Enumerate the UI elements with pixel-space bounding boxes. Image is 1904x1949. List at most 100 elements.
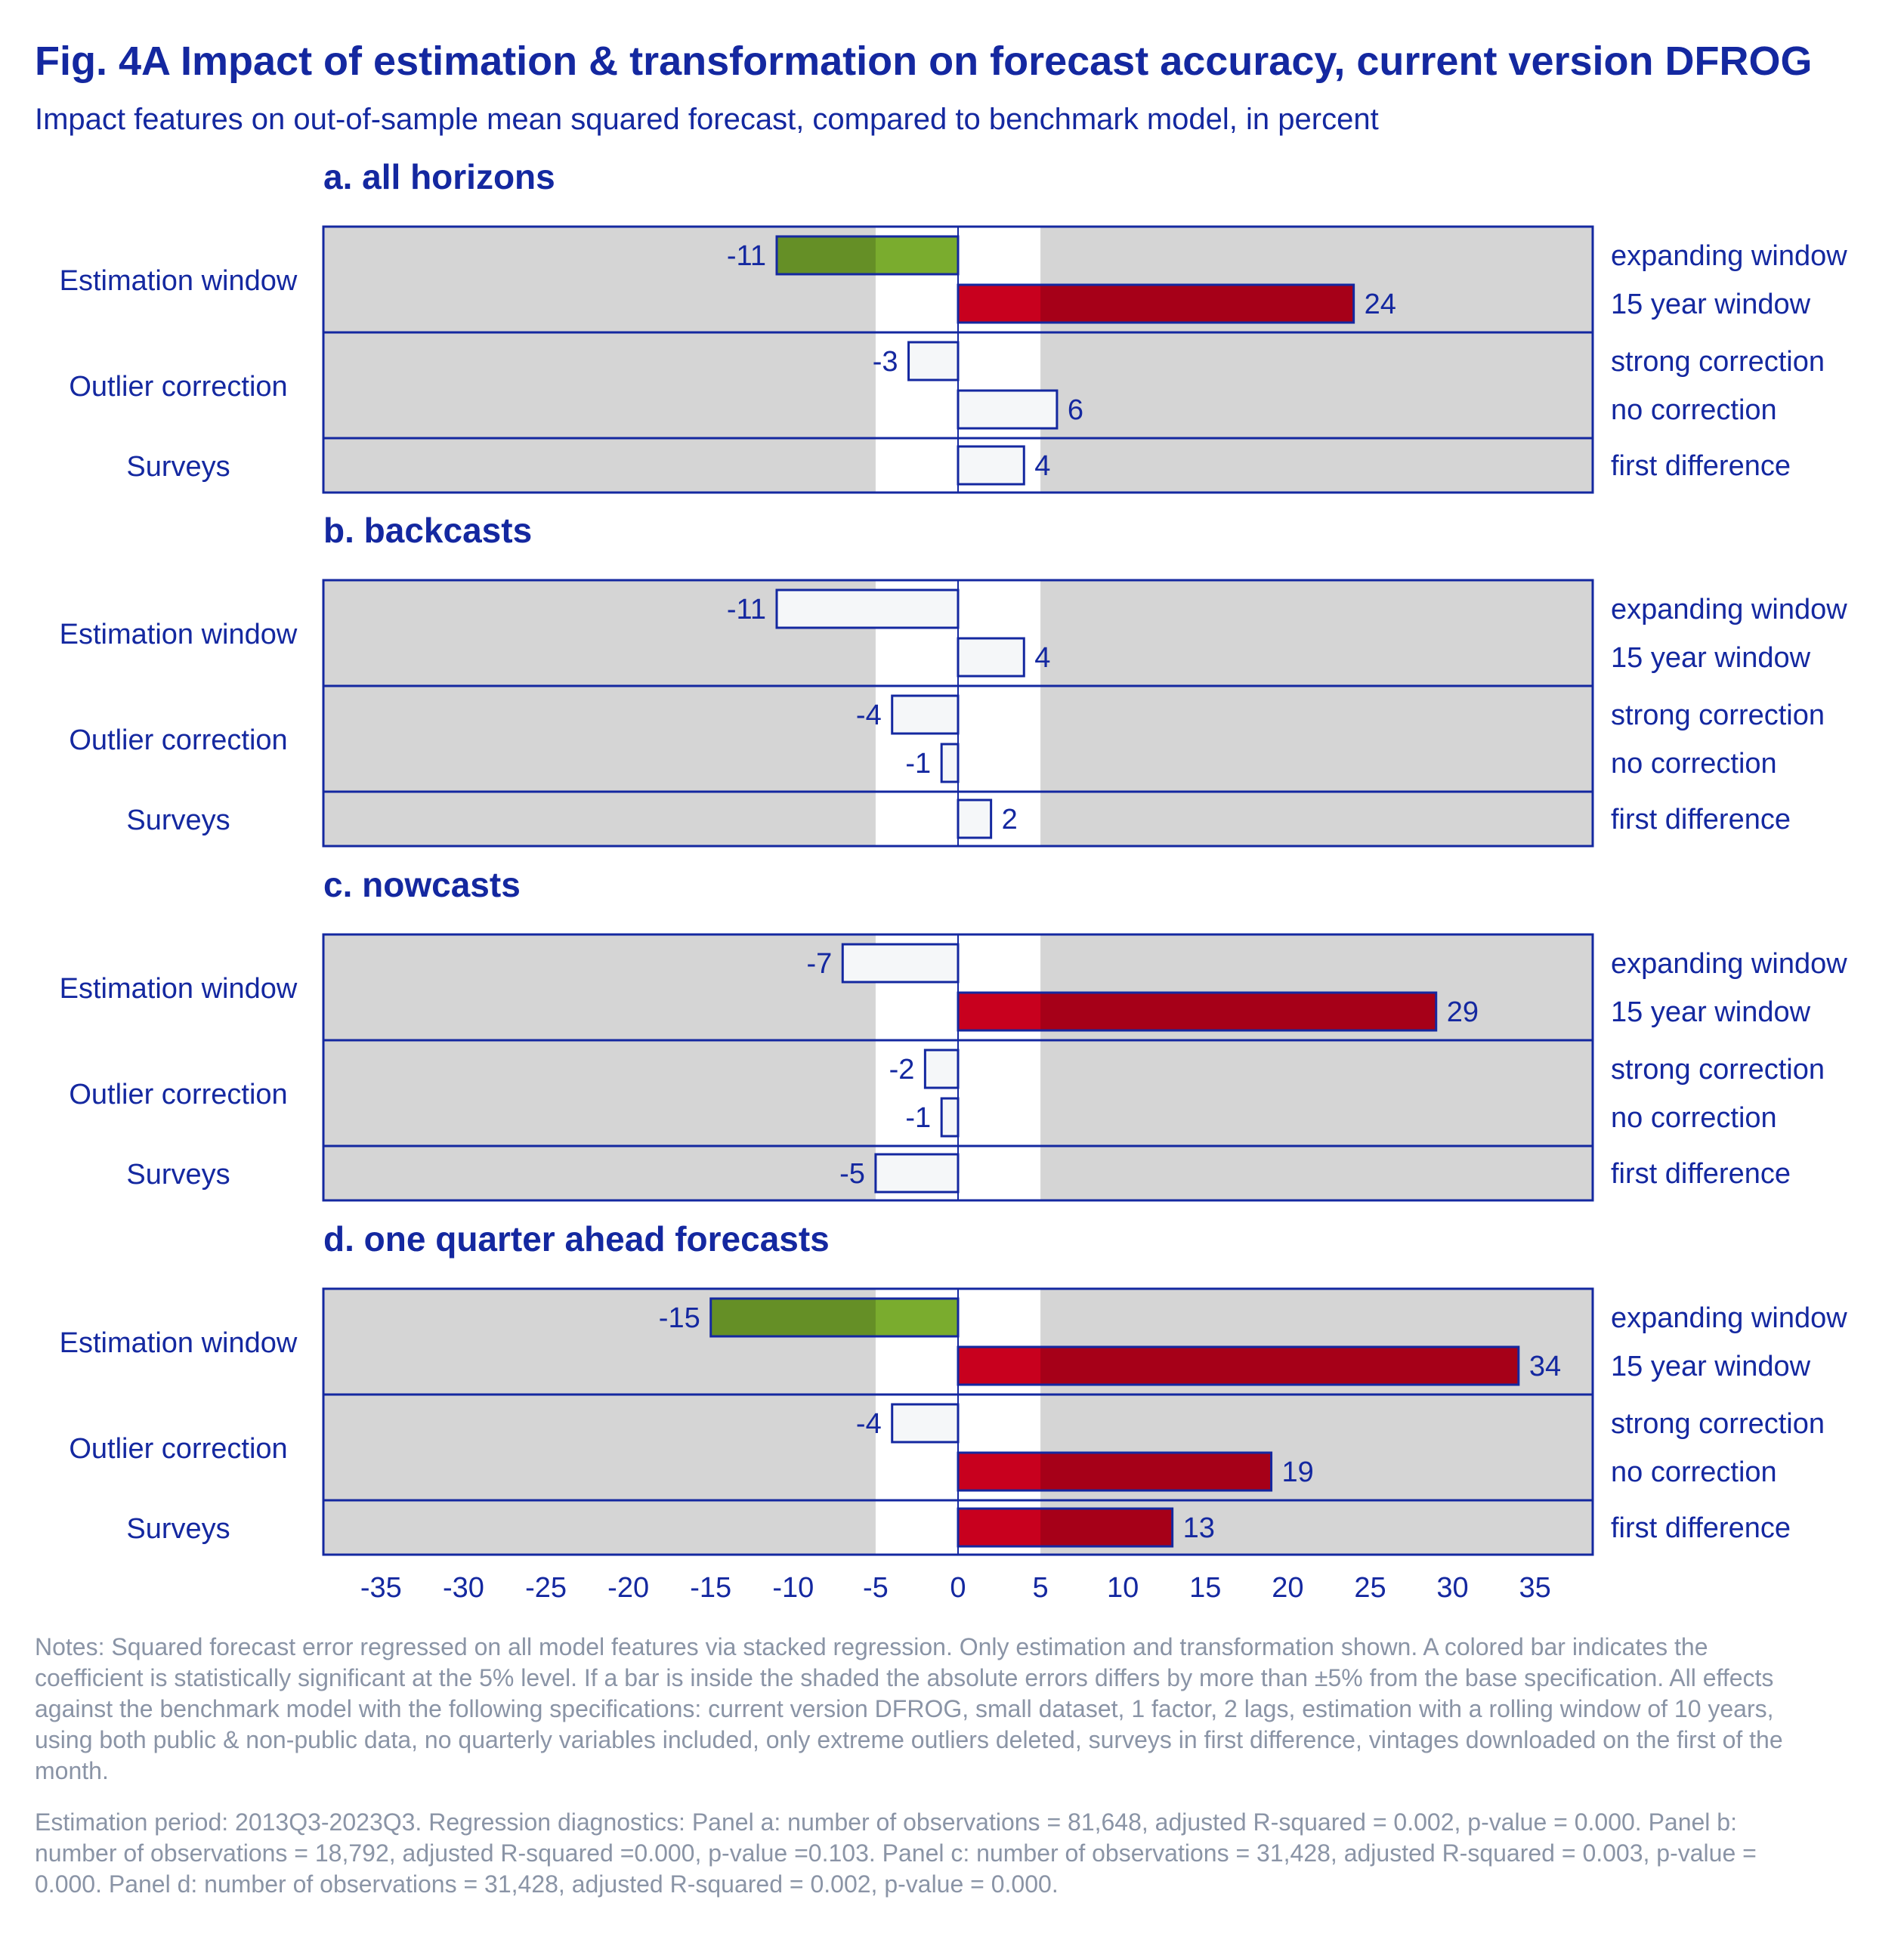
x-tick-label: 25	[1354, 1572, 1386, 1604]
category-label: expanding window	[1611, 240, 1847, 272]
data-label: -11	[727, 594, 766, 625]
data-label: -4	[856, 700, 882, 731]
x-tick-label: 35	[1519, 1572, 1550, 1604]
group-label: Surveys	[126, 451, 230, 483]
data-label: -1	[905, 748, 931, 780]
x-tick-label: -10	[772, 1572, 814, 1604]
bar	[841, 943, 960, 984]
group-label: Estimation window	[60, 973, 298, 1005]
data-label: -11	[727, 240, 766, 272]
bar	[957, 445, 1025, 486]
notes-text: Notes: Squared forecast error regressed …	[35, 1633, 1783, 1784]
category-label: expanding window	[1611, 948, 1847, 980]
panel-border	[322, 933, 1594, 1202]
bar	[775, 588, 960, 629]
x-tick-label: -5	[863, 1572, 889, 1604]
x-tick-label: 15	[1189, 1572, 1221, 1604]
group-label: Estimation window	[60, 619, 298, 650]
bar-overlap	[1040, 1509, 1172, 1546]
bar	[957, 798, 993, 839]
panel-title: c. nowcasts	[323, 865, 521, 904]
bar	[775, 235, 960, 276]
category-label: strong correction	[1611, 700, 1825, 731]
category-label: first difference	[1611, 804, 1791, 836]
bar	[907, 341, 960, 381]
x-tick-label: 30	[1436, 1572, 1468, 1604]
category-label: no correction	[1611, 1456, 1777, 1488]
chart-title: Fig. 4A Impact of estimation & transform…	[35, 39, 1813, 84]
category-label: expanding window	[1611, 594, 1847, 625]
bar	[957, 283, 1355, 324]
chart-subtitle: Impact features on out-of-sample mean sq…	[35, 103, 1379, 136]
category-label: no correction	[1611, 748, 1777, 780]
panel-title: a. all horizons	[323, 157, 555, 196]
bar-overlap	[1040, 1453, 1271, 1490]
panel-border	[322, 225, 1594, 494]
panel-title: b. backcasts	[323, 511, 532, 550]
bar	[874, 1153, 960, 1194]
data-label: -2	[889, 1054, 915, 1086]
category-label: 15 year window	[1611, 289, 1811, 320]
group-label: Outlier correction	[69, 724, 287, 756]
category-label: expanding window	[1611, 1302, 1847, 1334]
data-label: -15	[659, 1302, 700, 1334]
category-label: 15 year window	[1611, 996, 1811, 1028]
category-label: first difference	[1611, 450, 1791, 482]
bar-overlap	[777, 237, 876, 273]
bar	[957, 389, 1059, 430]
x-tick-label: 0	[950, 1572, 966, 1604]
category-label: strong correction	[1611, 1054, 1825, 1086]
category-label: 15 year window	[1611, 1351, 1811, 1382]
category-label: no correction	[1611, 394, 1777, 426]
data-label: 19	[1282, 1456, 1314, 1488]
bar	[957, 637, 1025, 678]
bar-overlap	[1040, 1348, 1518, 1384]
bar	[923, 1049, 960, 1089]
bar	[957, 1507, 1174, 1548]
estimation-note: Estimation period: 2013Q3-2023Q3. Regres…	[35, 1808, 1757, 1898]
data-label: 4	[1034, 642, 1050, 674]
data-label: 4	[1034, 450, 1050, 482]
x-tick-label: -35	[360, 1572, 402, 1604]
bar	[891, 1403, 960, 1444]
group-label: Surveys	[126, 805, 230, 836]
data-label: 13	[1183, 1512, 1215, 1544]
group-label: Estimation window	[60, 1327, 298, 1359]
panel-title: d. one quarter ahead forecasts	[323, 1219, 830, 1259]
data-label: 29	[1447, 996, 1479, 1028]
x-tick-label: -20	[607, 1572, 649, 1604]
data-label: 6	[1068, 394, 1083, 426]
panel-border	[322, 579, 1594, 848]
data-label: -4	[856, 1408, 882, 1440]
group-label: Surveys	[126, 1513, 230, 1545]
group-label: Outlier correction	[69, 1079, 287, 1110]
bar	[957, 1345, 1520, 1386]
bar	[940, 743, 960, 783]
x-tick-label: 5	[1033, 1572, 1049, 1604]
x-tick-label: -25	[525, 1572, 567, 1604]
group-label: Outlier correction	[69, 371, 287, 403]
bar-overlap	[1040, 286, 1353, 322]
x-tick-label: 20	[1272, 1572, 1303, 1604]
x-tick-label: 10	[1107, 1572, 1139, 1604]
data-label: -1	[905, 1102, 931, 1134]
category-label: first difference	[1611, 1158, 1791, 1190]
bar-overlap	[712, 1299, 876, 1336]
data-label: -5	[839, 1158, 865, 1190]
x-tick-label: -15	[690, 1572, 731, 1604]
bar	[709, 1297, 960, 1338]
data-label: 2	[1002, 804, 1018, 836]
category-label: first difference	[1611, 1512, 1791, 1544]
group-label: Outlier correction	[69, 1433, 287, 1465]
x-tick-label: -30	[443, 1572, 484, 1604]
panel-border	[322, 1287, 1594, 1556]
category-label: strong correction	[1611, 1408, 1825, 1440]
bar	[891, 694, 960, 735]
data-label: -7	[806, 948, 832, 980]
data-label: -3	[873, 346, 898, 378]
category-label: 15 year window	[1611, 642, 1811, 674]
category-label: no correction	[1611, 1102, 1777, 1134]
data-label: 24	[1365, 289, 1396, 320]
bar	[940, 1097, 960, 1138]
bar-overlap	[1040, 993, 1436, 1030]
